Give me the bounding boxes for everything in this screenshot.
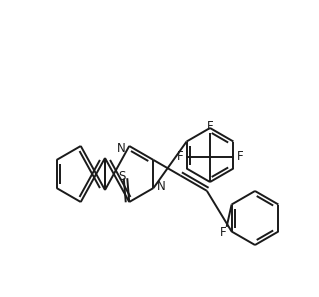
Text: F: F xyxy=(177,150,183,163)
Text: N: N xyxy=(117,143,126,156)
Text: F: F xyxy=(207,121,213,133)
Text: S: S xyxy=(119,170,126,183)
Text: N: N xyxy=(157,181,166,194)
Text: F: F xyxy=(220,226,227,239)
Text: F: F xyxy=(236,150,243,163)
